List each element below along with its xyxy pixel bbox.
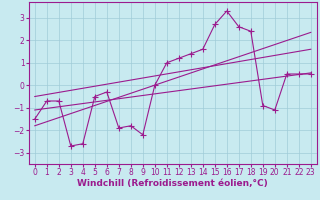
X-axis label: Windchill (Refroidissement éolien,°C): Windchill (Refroidissement éolien,°C) [77, 179, 268, 188]
